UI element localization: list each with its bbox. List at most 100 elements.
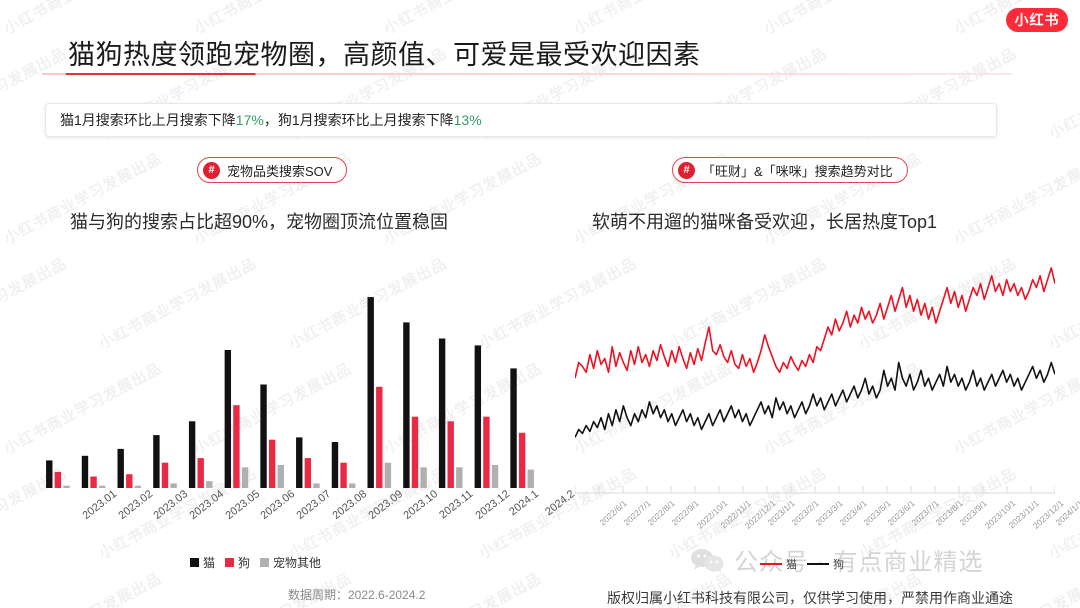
kpi-text: 猫1月搜索环比上月搜索下降17%，狗1月搜索环比上月搜索下降13% (60, 110, 482, 130)
bar-猫-2023.06 (224, 350, 232, 488)
bar-宠物其他-2023.12 (456, 467, 463, 488)
legend-item-狗[interactable]: 狗 (225, 554, 250, 571)
bar-chart-canvas (46, 297, 534, 488)
bar-猫-2023.08 (296, 437, 303, 488)
section-pill-right-label: 「旺财」&「咪咪」搜索趋势对比 (702, 163, 893, 179)
bar-猫-2023.01 (46, 460, 53, 488)
bar-chart-x-axis: 2023.01 2023.02 2023.03 2023.04 2023.05 2023.… (40, 486, 577, 536)
bar-x-tick: 2024.2 (543, 488, 578, 519)
bar-宠物其他-2023.01 (63, 485, 70, 488)
legend-line (807, 562, 829, 566)
kpi-cat-label: 猫1月搜索环比上月搜索下降 (60, 112, 236, 128)
line-chart-canvas (575, 267, 1055, 494)
data-period-note: 数据周期：2022.6-2024.2 (288, 588, 426, 602)
legend-line (760, 562, 782, 566)
bar-猫-2023.03 (117, 448, 124, 488)
kpi-separator: ， (263, 112, 278, 128)
bar-宠物其他-2024.1 (491, 465, 499, 488)
bar-x-tick: 2023.03 (151, 488, 191, 522)
bar-狗-2023.07 (268, 439, 276, 488)
bar-狗-2023.08 (304, 458, 312, 488)
xiaohongshu-logo: 小红书 (1006, 8, 1068, 32)
watermark-text: 小红书商业学习发展出品 (760, 0, 925, 39)
bar-宠物其他-2024.2 (527, 469, 534, 488)
bar-狗-2023.03 (126, 474, 133, 488)
page-title: 猫狗热度领跑宠物圈，高颜值、可爱是最受欢迎因素 (68, 40, 701, 70)
bar-宠物其他-2023.06 (241, 467, 249, 488)
bar-x-tick: 2023.12 (473, 488, 512, 522)
bar-狗-2023.11 (411, 416, 419, 488)
line-chart-legend: 猫狗 (760, 556, 844, 572)
bar-x-tick: 2023.04 (187, 488, 227, 522)
legend-item-狗[interactable]: 狗 (807, 556, 844, 572)
bar-chart-legend: 猫 狗 宠物其他 (190, 554, 321, 571)
bar-宠物其他-2023.04 (170, 483, 177, 488)
bar-x-tick: 2023.07 (294, 488, 334, 522)
wechat-text: 公众号 · 有点商业精选 (734, 549, 984, 576)
watermark-text: 小红书商业学习发展出品 (1046, 45, 1080, 143)
bar-x-tick: 2023.08 (330, 488, 369, 522)
legend-item-猫[interactable]: 猫 (760, 556, 797, 572)
section-pill-right[interactable]: # 「旺财」&「咪咪」搜索趋势对比 (672, 157, 908, 183)
logo-text: 小红书 (1014, 12, 1060, 28)
bar-宠物其他-2023.07 (277, 465, 284, 488)
bar-狗-2023.01 (54, 471, 62, 488)
bar-x-tick: 2023.05 (223, 488, 262, 522)
bar-狗-2023.09 (340, 462, 347, 488)
kpi-dog-label: 狗1月搜索环比上月搜索下降 (277, 112, 454, 128)
bar-猫-2023.02 (81, 455, 89, 488)
line-chart-x-axis: 2022/6/1 2022/7/1 2022/8/1 2022/9/1 2022/10/… (575, 496, 1080, 551)
bar-猫-2023.10 (367, 297, 374, 488)
line-series-狗 (575, 361, 1055, 438)
legend-item-宠物其他[interactable]: 宠物其他 (260, 554, 321, 571)
legend-label: 宠物其他 (273, 556, 322, 570)
bar-宠物其他-2023.10 (384, 462, 392, 488)
search-trend-line-chart (575, 250, 1055, 495)
bar-猫-2023.09 (331, 442, 339, 488)
kpi-banner: 猫1月搜索环比上月搜索下降17%，狗1月搜索环比上月搜索下降13% (45, 103, 997, 137)
legend-swatch (225, 558, 235, 567)
legend-label: 猫 (786, 559, 797, 571)
copyright-note: 版权归属小红书科技有限公司，仅供学习使用，严禁用作商业通途 (607, 590, 1013, 606)
bar-x-tick: 2023.10 (401, 488, 441, 522)
bar-猫-2023.11 (403, 322, 410, 488)
bar-狗-2023.10 (376, 386, 383, 488)
hash-icon: # (203, 161, 220, 179)
pet-category-sov-bar-chart (40, 250, 540, 490)
legend-swatch (190, 558, 199, 567)
bar-狗-2023.04 (161, 462, 169, 488)
kpi-cat-value: 17% (235, 112, 264, 128)
hash-icon: # (678, 161, 695, 179)
subheading-left: 猫与狗的搜索占比超90%，宠物圈顶流位置稳固 (70, 212, 449, 232)
bar-宠物其他-2023.08 (313, 483, 320, 488)
legend-label: 猫 (203, 556, 216, 570)
bar-狗-2024.2 (518, 432, 526, 488)
legend-item-猫[interactable]: 猫 (190, 554, 215, 571)
legend-label: 狗 (833, 559, 844, 571)
bar-宠物其他-2023.03 (134, 485, 142, 488)
bar-猫-2023.12 (438, 338, 446, 488)
section-pill-left[interactable]: # 宠物品类搜索SOV (197, 157, 348, 183)
watermark-text: 小红书商业学习发展出品 (0, 567, 165, 608)
wechat-watermark: 公众号 · 有点商业精选 (690, 542, 983, 577)
bar-x-tick: 2023.09 (365, 488, 405, 522)
bar-x-tick: 2024.1 (507, 488, 542, 519)
bar-x-tick: 2023.06 (258, 488, 298, 522)
bar-宠物其他-2023.11 (420, 467, 427, 488)
bar-猫-2024.1 (474, 345, 482, 488)
legend-swatch (260, 558, 270, 567)
bar-猫-2023.05 (188, 421, 196, 488)
kpi-dog-value: 13% (453, 112, 482, 128)
watermark-text: 小红书商业学习发展出品 (951, 150, 1080, 248)
bar-狗-2023.12 (447, 421, 454, 488)
bar-x-tick: 2023.11 (437, 488, 476, 522)
bar-宠物其他-2023.05 (206, 481, 213, 488)
bar-宠物其他-2023.09 (348, 483, 356, 488)
bar-x-tick: 2023.02 (115, 488, 155, 522)
bar-猫-2024.2 (510, 368, 517, 488)
legend-label: 狗 (238, 556, 251, 570)
section-pill-left-label: 宠物品类搜索SOV (227, 163, 333, 179)
bar-猫-2023.07 (260, 384, 267, 488)
subheading-right: 软萌不用遛的猫咪备受欢迎，长居热度Top1 (592, 212, 938, 232)
